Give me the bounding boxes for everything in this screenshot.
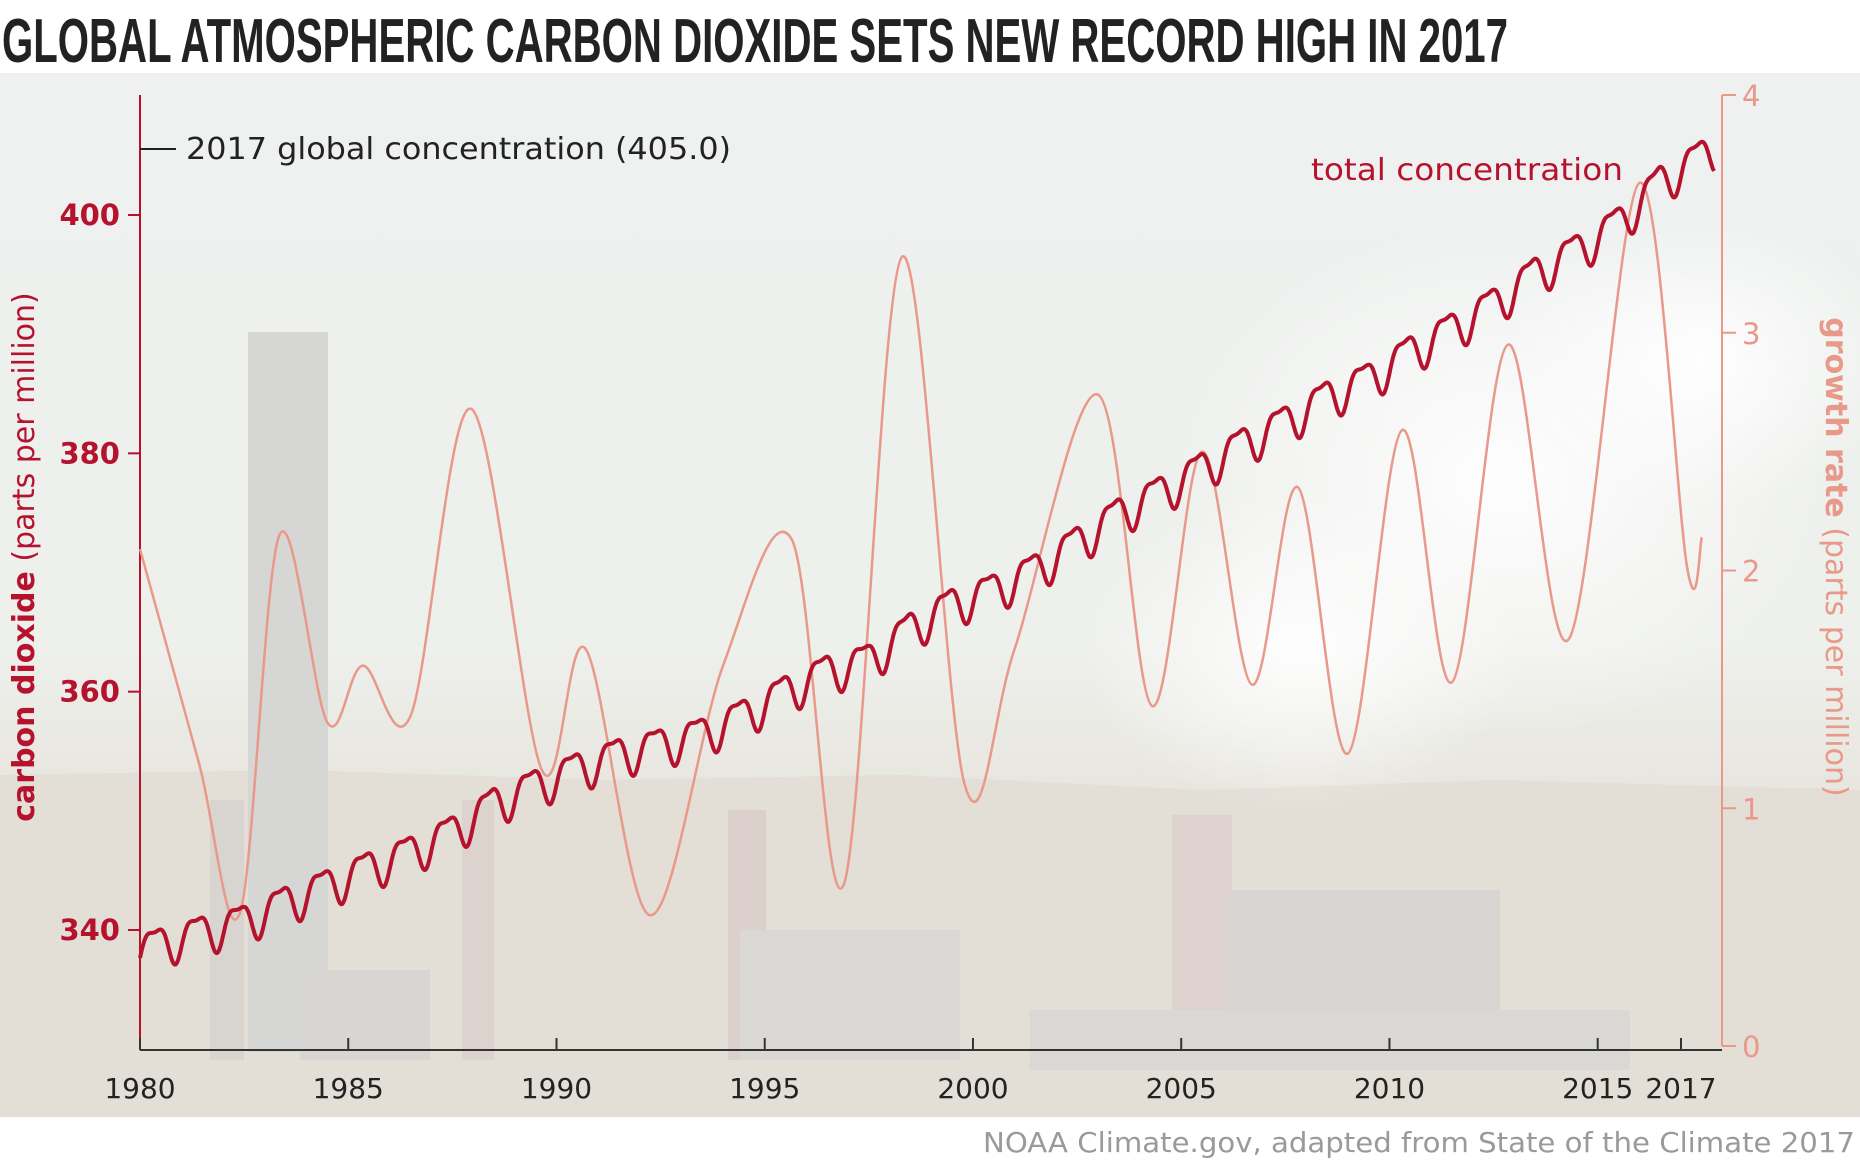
right-axis-tick-label: 4 [1742,79,1760,113]
x-axis-tick-label: 2000 [937,1072,1008,1105]
right-axis-title: growth rate (parts per million) [1818,317,1853,796]
right-axis-tick-label: 1 [1742,792,1760,826]
series-label-total-concentration: total concentration [1311,153,1623,188]
x-axis-tick-label: 1990 [521,1072,592,1105]
growth-rate-line [138,181,1704,921]
annotation-label: 2017 global concentration (405.0) [186,132,731,167]
left-axis-tick-label: 360 [59,675,120,709]
right-axis-tick-label: 0 [1742,1030,1760,1064]
right-axis-tick-label: 3 [1742,317,1760,351]
x-axis-tick-label: 2015 [1562,1072,1633,1105]
credit: NOAA Climate.gov, adapted from State of … [983,1126,1855,1159]
co2-series [138,139,1716,967]
x-axis-tick-label: 1995 [729,1072,800,1105]
right-axis-tick-label: 2 [1742,555,1760,589]
left-axis-tick-label: 400 [59,198,120,232]
x-axis-tick-label: 2005 [1146,1072,1217,1105]
x-axis-tick-label: 1985 [313,1072,384,1105]
x-axis-tick-label: 1980 [104,1072,175,1105]
x-axis-tick-label: 2010 [1354,1072,1425,1105]
chart-title: GLOBAL ATMOSPHERIC CARBON DIOXIDE SETS N… [2,7,1508,76]
x-axis-tick-label: 2017 [1645,1072,1716,1105]
left-axis-title: carbon dioxide (parts per million) [7,292,42,821]
growth-rate-series [138,181,1704,921]
left-axis-tick-label: 380 [59,436,120,470]
co2-concentration-line [138,139,1716,967]
left-axis-tick-label: 340 [59,913,120,947]
